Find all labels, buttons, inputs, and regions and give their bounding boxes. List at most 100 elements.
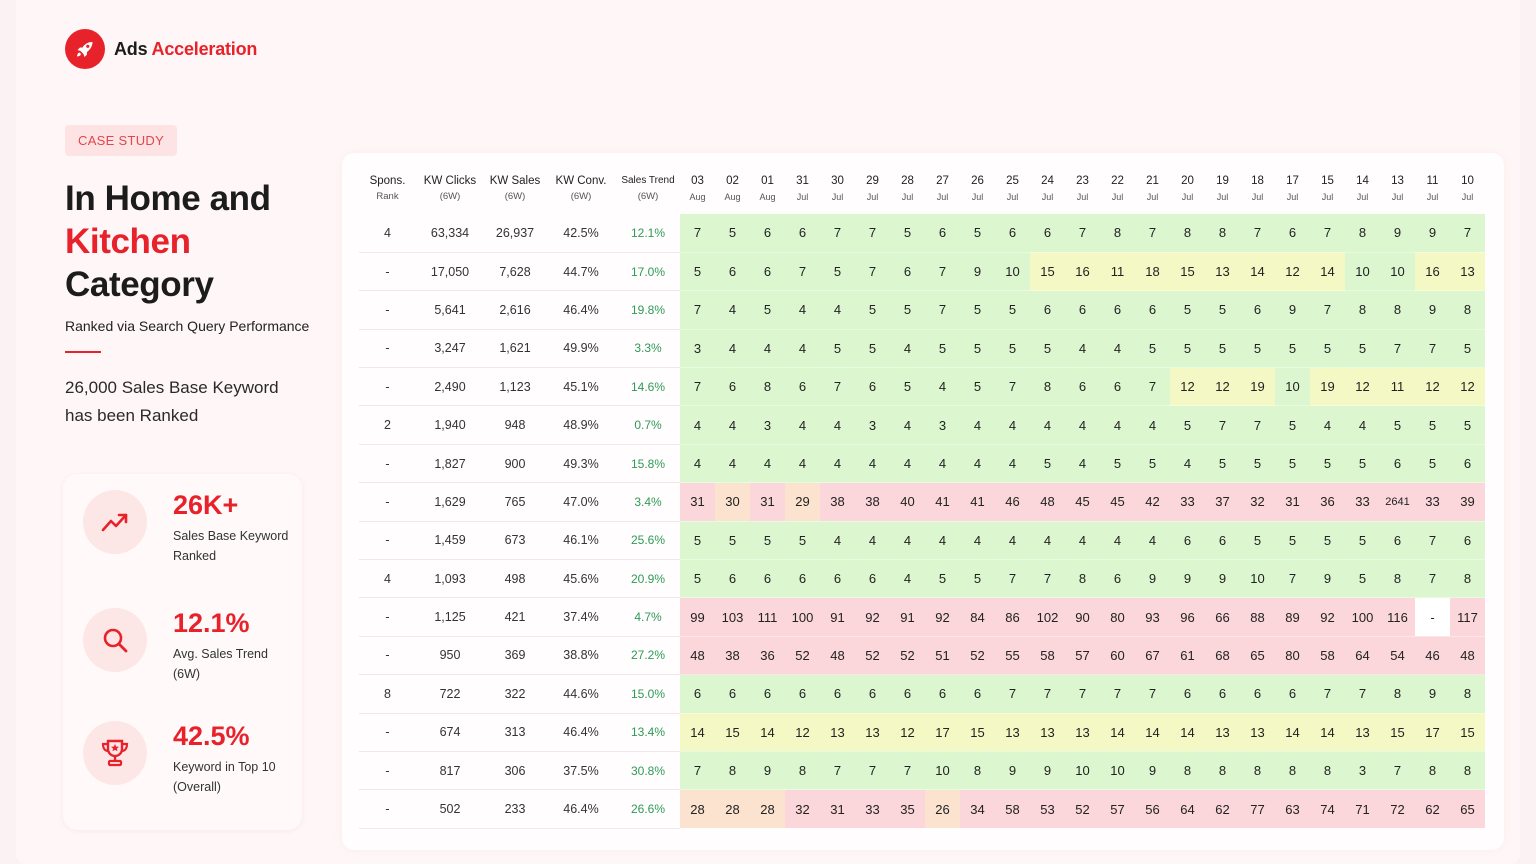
rank-cell: 6 [960, 674, 995, 714]
case-study-tag: CASE STUDY [65, 125, 178, 156]
rank-cell: 5 [820, 252, 855, 292]
cell-trend: 15.8% [616, 444, 680, 484]
header-spons-rank: Spons. Rank [359, 166, 416, 214]
rank-cell: 6 [785, 559, 820, 599]
rank-cell: 5 [890, 290, 925, 330]
rank-cell: 7 [1030, 674, 1065, 714]
rank-cell: 67 [1135, 636, 1170, 676]
header-month: Jul [1146, 191, 1159, 202]
rank-cell: 5 [1310, 521, 1345, 561]
cell-trend: 25.6% [616, 521, 680, 561]
rank-cell: 5 [1135, 329, 1170, 369]
rank-cell: 52 [855, 636, 890, 676]
table-row: -1,125 421 37.4% 4.7% 99 103 111 100 91 92 91 92 84 8… [359, 597, 1485, 637]
rank-cell: 5 [1205, 290, 1240, 330]
rank-cell: 15 [960, 713, 995, 752]
rank-cell: 6 [1170, 521, 1205, 561]
table-row: -5,641 2,616 46.4% 19.8% 7 4 5 4 4 5 5 7 5 5 6 6 6 6 5 5 6 9 7… [359, 290, 1485, 330]
rank-cell: 12 [1170, 367, 1205, 407]
rank-cell: 8 [1205, 214, 1240, 253]
rank-cell: 14 [1275, 713, 1310, 752]
rank-cell: 33 [855, 789, 890, 829]
rank-cell: 10 [1380, 252, 1415, 292]
rank-cell: 7 [855, 751, 890, 791]
rank-cell: 7 [820, 367, 855, 407]
rank-cell: 5 [1275, 405, 1310, 445]
rank-cell: 4 [785, 444, 820, 484]
rank-cell: 6 [1100, 290, 1135, 330]
rank-cell: 7 [1310, 674, 1345, 714]
brand-logo[interactable]: Ads Acceleration [65, 29, 257, 69]
cell-trend: 4.7% [616, 597, 680, 637]
cell-spons: 4 [359, 559, 416, 599]
rank-cell: 6 [1065, 367, 1100, 407]
rank-cell: 29 [785, 482, 820, 522]
rank-cell: 13 [1065, 713, 1100, 752]
rank-cell: 4 [820, 444, 855, 484]
header-day: 17 [1286, 174, 1299, 187]
rank-cell: 4 [1135, 521, 1170, 561]
rank-cell: 4 [890, 405, 925, 445]
rank-cell: 6 [925, 674, 960, 714]
rank-cell: 5 [925, 559, 960, 599]
header-day: 25 [1006, 174, 1019, 187]
cell-clicks: 674 [416, 713, 484, 752]
table-row: 2 1,940 948 48.9% 0.7% 4 4 3 4 4 3 4 3 4 4 4 4 4 4 5 7 7 5 4 4 5 5… [359, 405, 1485, 445]
rank-cell: 7 [1135, 367, 1170, 407]
rank-cell: 28 [715, 789, 750, 829]
rank-cell: 8 [1310, 751, 1345, 791]
rank-cell: 116 [1380, 597, 1415, 637]
rank-cell: 4 [960, 444, 995, 484]
rank-cell: 117 [1450, 597, 1485, 637]
rank-cell: 4 [960, 405, 995, 445]
header-kw-clicks: KW Clicks (6W) [416, 166, 484, 214]
cell-clicks: 1,125 [416, 597, 484, 637]
rank-cell: 8 [1205, 751, 1240, 791]
header-month: Jul [1461, 191, 1474, 202]
table-row: 4 63,334 26,937 42.5% 12.1% 7 5 6 6 7 7 5 6 5 6 6 7 8 7 8 8 7… [359, 214, 1485, 253]
rank-cell: 14 [1135, 713, 1170, 752]
rank-cell: 6 [715, 559, 750, 599]
rank-cell: 8 [1240, 751, 1275, 791]
rank-cell: 9 [1135, 751, 1170, 791]
rank-cell: 4 [820, 290, 855, 330]
header-month: Jul [1426, 191, 1439, 202]
ranking-table-panel: Spons. Rank KW Clicks (6W) KW Sales (6W) KW… [342, 153, 1504, 850]
brand-name-ads: Ads [114, 38, 148, 59]
header-day: 30 [831, 174, 844, 187]
header-sub: (6W) [570, 190, 592, 202]
rank-cell: 14 [1310, 252, 1345, 292]
rank-cell: 7 [995, 367, 1030, 407]
rank-cell: 4 [995, 444, 1030, 484]
rank-cell: 4 [925, 367, 960, 407]
rank-cell: 48 [1450, 636, 1485, 676]
rank-cell: 48 [820, 636, 855, 676]
rank-cell: 7 [855, 214, 890, 253]
header-sub: (6W) [637, 190, 659, 202]
rank-cell: 7 [1450, 214, 1485, 253]
rank-cell: 6 [1450, 521, 1485, 561]
rank-cell: 7 [680, 751, 715, 791]
rank-cell: 10 [925, 751, 960, 791]
rank-cell: 28 [750, 789, 785, 829]
header-date: 21 Jul [1135, 166, 1170, 214]
rank-cell: 7 [1415, 521, 1450, 561]
cell-conv: 47.0% [546, 482, 616, 522]
cell-conv: 49.3% [546, 444, 616, 484]
cell-clicks: 722 [416, 674, 484, 714]
rank-cell: 13 [820, 713, 855, 752]
rank-cell: 9 [995, 751, 1030, 791]
rank-cell: 92 [1310, 597, 1345, 637]
header-date: 15 Jul [1310, 166, 1345, 214]
rank-cell: 36 [750, 636, 785, 676]
header-date: 20 Jul [1170, 166, 1205, 214]
rank-cell: 4 [925, 444, 960, 484]
header-date: 14 Jul [1345, 166, 1380, 214]
rank-cell: 4 [715, 444, 750, 484]
rank-cell: - [1415, 597, 1450, 637]
rank-cell: 13 [1450, 252, 1485, 292]
rank-cell: 6 [680, 674, 715, 714]
header-month: Jul [971, 191, 984, 202]
header-day: 23 [1076, 174, 1089, 187]
table-row: -1,459 673 46.1% 25.6% 5 5 5 5 4 4 4 4 4 4 4 4 4 4 6 6 5 5 5 5 6… [359, 521, 1485, 561]
